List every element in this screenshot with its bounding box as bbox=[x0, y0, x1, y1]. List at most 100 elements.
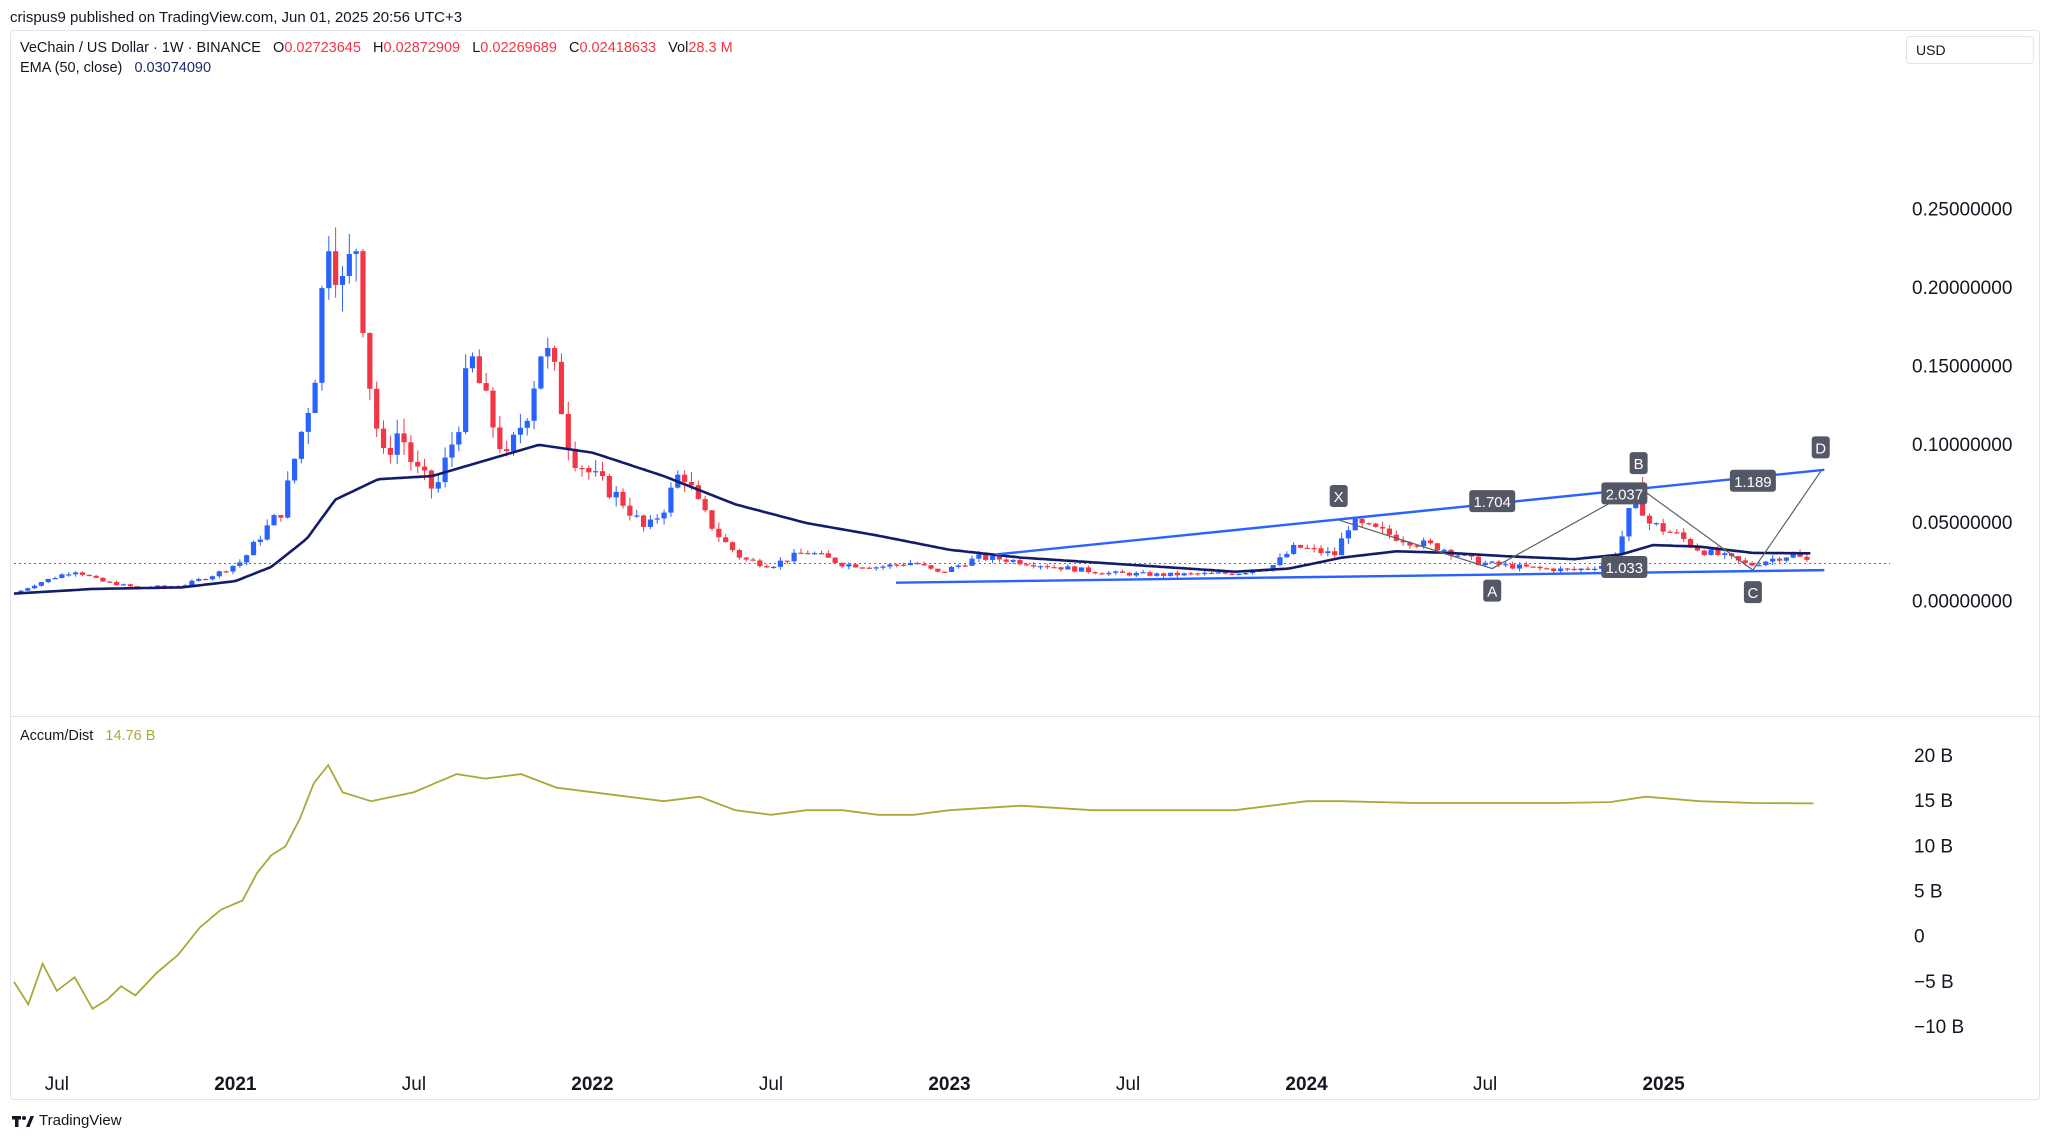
candle-body[interactable] bbox=[873, 567, 879, 569]
candle-body[interactable] bbox=[333, 251, 339, 285]
candle-body[interactable] bbox=[1537, 566, 1543, 569]
candle-body[interactable] bbox=[319, 288, 325, 383]
candle-body[interactable] bbox=[100, 577, 106, 582]
candle-body[interactable] bbox=[449, 444, 455, 458]
trend-line[interactable] bbox=[995, 468, 1825, 556]
trend-line[interactable] bbox=[895, 568, 1825, 584]
candle-body[interactable] bbox=[695, 485, 701, 500]
candle-body[interactable] bbox=[1544, 568, 1550, 570]
candle-body[interactable] bbox=[483, 383, 489, 391]
candle-body[interactable] bbox=[86, 574, 92, 577]
candle-body[interactable] bbox=[291, 458, 298, 481]
candle-body[interactable] bbox=[1783, 557, 1789, 561]
candle-body[interactable] bbox=[1311, 548, 1317, 550]
candle-body[interactable] bbox=[1482, 562, 1488, 566]
candle-body[interactable] bbox=[360, 251, 366, 334]
candle-body[interactable] bbox=[832, 557, 838, 563]
candle-body[interactable] bbox=[955, 565, 961, 568]
candle-body[interactable] bbox=[1510, 564, 1516, 569]
candle-body[interactable] bbox=[1776, 558, 1783, 561]
candle-body[interactable] bbox=[476, 356, 482, 384]
candle-body[interactable] bbox=[1790, 553, 1796, 558]
candle-body[interactable] bbox=[1592, 568, 1598, 570]
candle-body[interactable] bbox=[1646, 515, 1653, 524]
candle-body[interactable] bbox=[894, 564, 900, 566]
pane-separator[interactable] bbox=[10, 716, 2040, 717]
candle-body[interactable] bbox=[1010, 560, 1016, 562]
candle-body[interactable] bbox=[203, 579, 209, 581]
candle-body[interactable] bbox=[599, 471, 606, 477]
candle-body[interactable] bbox=[1421, 540, 1427, 547]
candle-body[interactable] bbox=[1024, 564, 1030, 566]
candle-body[interactable] bbox=[743, 557, 749, 560]
candle-body[interactable] bbox=[805, 553, 811, 555]
candle-body[interactable] bbox=[620, 491, 626, 506]
candle-body[interactable] bbox=[1325, 551, 1331, 554]
candle-body[interactable] bbox=[866, 567, 872, 569]
candle-body[interactable] bbox=[647, 519, 654, 527]
harmonic-point-badge[interactable] bbox=[1329, 484, 1348, 507]
candle-body[interactable] bbox=[1455, 555, 1461, 557]
candle-body[interactable] bbox=[1722, 553, 1728, 556]
candle-body[interactable] bbox=[1277, 557, 1283, 566]
candle-body[interactable] bbox=[709, 510, 715, 529]
candle-body[interactable] bbox=[668, 487, 674, 513]
candle-body[interactable] bbox=[1147, 572, 1153, 576]
candle-body[interactable] bbox=[661, 512, 667, 519]
candle-body[interactable] bbox=[271, 515, 277, 526]
harmonic-point-badge[interactable] bbox=[1629, 452, 1648, 475]
candle-body[interactable] bbox=[1578, 568, 1584, 571]
candle-body[interactable] bbox=[1373, 523, 1379, 527]
candle-body[interactable] bbox=[216, 571, 222, 577]
candle-body[interactable] bbox=[586, 468, 592, 473]
candle-body[interactable] bbox=[312, 382, 318, 414]
candle-body[interactable] bbox=[969, 558, 975, 566]
candle-body[interactable] bbox=[1523, 564, 1529, 567]
candle-body[interactable] bbox=[750, 559, 756, 561]
candle-body[interactable] bbox=[1304, 547, 1310, 549]
candle-body[interactable] bbox=[777, 560, 784, 567]
currency-button[interactable]: USD bbox=[1906, 36, 2034, 64]
candle-body[interactable] bbox=[305, 413, 311, 432]
candle-body[interactable] bbox=[31, 585, 38, 589]
candle-body[interactable] bbox=[1503, 564, 1509, 566]
candle-body[interactable] bbox=[1017, 560, 1023, 565]
harmonic-ratio-badge[interactable] bbox=[1601, 482, 1648, 505]
candle-body[interactable] bbox=[1236, 573, 1242, 576]
candle-body[interactable] bbox=[702, 499, 708, 511]
candle-body[interactable] bbox=[996, 555, 1002, 560]
candle-body[interactable] bbox=[401, 433, 407, 443]
candle-body[interactable] bbox=[1126, 572, 1133, 576]
candle-body[interactable] bbox=[900, 564, 907, 566]
candle-body[interactable] bbox=[531, 388, 537, 421]
candle-body[interactable] bbox=[59, 574, 65, 579]
candle-body[interactable] bbox=[1078, 567, 1085, 572]
candle-body[interactable] bbox=[1687, 539, 1694, 547]
candle-body[interactable] bbox=[736, 550, 742, 558]
candle-body[interactable] bbox=[223, 571, 229, 573]
candle-body[interactable] bbox=[989, 555, 996, 560]
candle-body[interactable] bbox=[928, 565, 934, 569]
candle-body[interactable] bbox=[1065, 566, 1071, 570]
candle-body[interactable] bbox=[579, 467, 585, 470]
candle-body[interactable] bbox=[1249, 571, 1256, 574]
candle-body[interactable] bbox=[839, 562, 845, 567]
candle-body[interactable] bbox=[1113, 571, 1119, 573]
candle-body[interactable] bbox=[1468, 554, 1475, 557]
candle-body[interactable] bbox=[942, 571, 948, 573]
candle-body[interactable] bbox=[962, 565, 968, 567]
candle-body[interactable] bbox=[914, 562, 920, 565]
candle-body[interactable] bbox=[1167, 572, 1174, 576]
candle-body[interactable] bbox=[456, 432, 462, 445]
candle-body[interactable] bbox=[1037, 566, 1044, 568]
candle-body[interactable] bbox=[435, 482, 441, 489]
candle-body[interactable] bbox=[278, 515, 284, 518]
candle-body[interactable] bbox=[1058, 567, 1064, 570]
candle-body[interactable] bbox=[1174, 572, 1180, 576]
candle-body[interactable] bbox=[1208, 572, 1215, 575]
candle-body[interactable] bbox=[442, 457, 448, 483]
candle-body[interactable] bbox=[326, 251, 332, 289]
candle-body[interactable] bbox=[818, 553, 825, 555]
candle-body[interactable] bbox=[1359, 518, 1365, 524]
candle-body[interactable] bbox=[380, 428, 387, 448]
